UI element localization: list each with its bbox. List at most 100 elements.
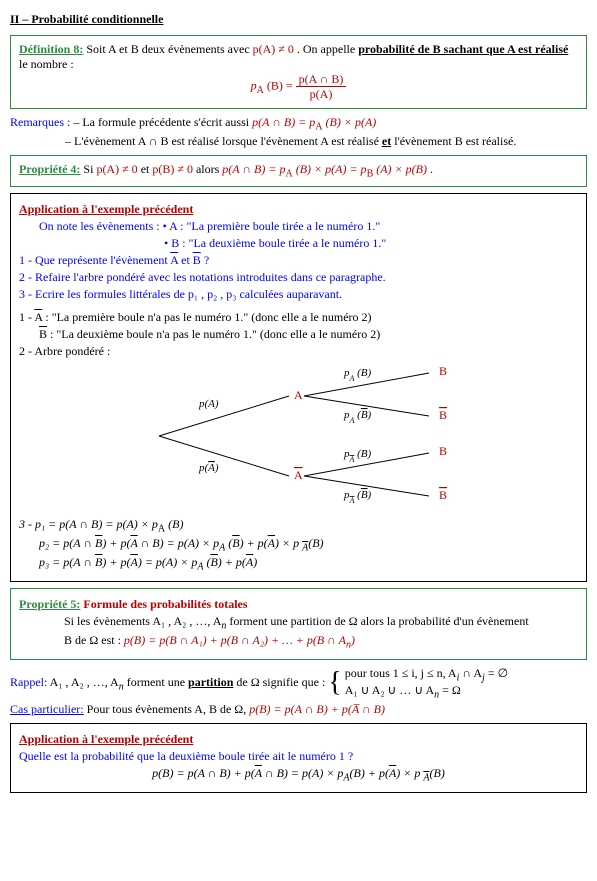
app1-eventB: • B : "La deuxième boule tirée a le numé…: [164, 236, 578, 251]
tree-diagram: A A B B B B p(A) p(A) pA (B) pA (B) pA (…: [19, 361, 578, 515]
p4m3b: (B) × p(A) = p: [293, 162, 367, 176]
rt3: de Ω signifie que :: [233, 675, 328, 689]
a32e: ) + p(: [240, 536, 268, 550]
p5l2e: ): [351, 633, 355, 647]
svg-text:B: B: [439, 444, 447, 458]
app1-label: Application à l'exemple précédent: [19, 202, 578, 217]
rb1c: = ∅: [485, 666, 508, 680]
a31e: (B): [165, 517, 183, 531]
f-den: p(A): [296, 87, 347, 101]
app2-q: Quelle est la probabilité que la deuxièm…: [19, 749, 578, 764]
svg-text:p(A): p(A): [198, 462, 219, 474]
svg-text:A: A: [294, 468, 303, 482]
rb1b: ∩ A: [459, 666, 482, 680]
p4t2: et: [141, 162, 153, 176]
prop5-label: Propriété 5:: [19, 597, 80, 611]
rem-l1s: A: [315, 121, 322, 132]
cptext: Pour tous évènements A, B de Ω,: [87, 702, 250, 716]
svg-text:B: B: [439, 408, 447, 422]
a33a: p₃ = p(A ∩: [39, 555, 95, 569]
rappel: Rappel: A₁ , A₂ , …, An forment une part…: [10, 666, 587, 701]
def8-bold: probabilité de B sachant que A est réali…: [358, 42, 568, 56]
am3: (B) + p(: [350, 766, 389, 780]
caspart-label: Cas particulier:: [10, 702, 84, 716]
a32b: ) + p(: [102, 536, 130, 550]
a31: 3 - p₁ = p(A ∩ B) = p(A) × p: [19, 517, 158, 531]
p5l1a: Si les évènements A₁ , A₂ , …, A: [64, 614, 221, 628]
p4m3a: p(A ∩ B) = p: [222, 162, 285, 176]
app1-a1A: 1 - A : "La première boule n'a pas le nu…: [19, 310, 578, 325]
app1-a1B: B : "La deuxième boule n'a pas le numéro…: [39, 327, 578, 342]
app1-q2: 2 - Refaire l'arbre pondéré avec les not…: [19, 270, 578, 285]
a33c: ) = p(A) × p: [138, 555, 198, 569]
app2-label: Application à l'exemple précédent: [19, 732, 578, 747]
prop4-label: Propriété 4:: [19, 162, 80, 176]
rb2: A₁ ∪ A₂ ∪ … ∪ A: [345, 683, 434, 697]
cas-particulier: Cas particulier: Pour tous évènements A,…: [10, 702, 587, 717]
p5l2a: B de Ω est :: [64, 633, 124, 647]
rb1: pour tous 1 ≤ i, j ≤ n, A: [345, 666, 457, 680]
property-5-box: Propriété 5: Formule des probabilités to…: [10, 588, 587, 660]
rem-l1a: – La formule précédente s'écrit aussi: [73, 115, 252, 129]
svg-text:B: B: [439, 488, 447, 502]
a32f: ) × p: [275, 536, 302, 550]
remarques-l2: – L'évènement A ∩ B est réalisé lorsque …: [65, 134, 587, 149]
a32a: p₂ = p(A ∩: [39, 536, 95, 550]
svg-text:pA (B): pA (B): [343, 367, 372, 383]
def8-math1: p(A) ≠ 0: [253, 42, 294, 56]
rt1: A₁ , A₂ , …, A: [50, 675, 119, 689]
rt2: forment une: [124, 675, 188, 689]
a33f: ): [253, 555, 257, 569]
svg-text:pA (B): pA (B): [343, 448, 372, 464]
application-1-box: Application à l'exemple précédent On not…: [10, 193, 587, 582]
definition-8-label: Définition 8:: [19, 42, 83, 56]
p4m2: p(B) ≠ 0: [152, 162, 193, 176]
svg-text:A: A: [294, 388, 303, 402]
am4: ) × p: [396, 766, 423, 780]
rb2e: = Ω: [439, 683, 461, 697]
rem-l2b: l'évènement B est réalisé.: [391, 134, 516, 148]
def8-text2: . On appelle: [297, 42, 358, 56]
rpart: partition: [188, 675, 233, 689]
p4m3c: (A) × p(B): [373, 162, 427, 176]
cpmath: p(B) = p(A ∩ B) + p(A̅ ∩ B): [249, 702, 385, 716]
p5l1b: forment une partition de Ω alors la prob…: [226, 614, 528, 628]
def8-formula: pA (B) = p(A ∩ B)p(A): [19, 72, 578, 102]
p4t1: Si: [83, 162, 96, 176]
svg-text:p(A): p(A): [198, 398, 219, 410]
f-sub: A: [257, 85, 264, 96]
p4dot: .: [427, 162, 433, 176]
f-mid: (B) =: [264, 79, 296, 93]
app1-a3-3: p₃ = p(A ∩ B) + p(A) = p(A) × pA (B) + p…: [39, 555, 578, 572]
a32c: ∩ B) = p(A) × p: [138, 536, 220, 550]
q1e: ?: [201, 253, 209, 267]
definition-8-box: Définition 8: Soit A et B deux évènement…: [10, 35, 587, 109]
app1-a3-2: p₂ = p(A ∩ B) + p(A ∩ B) = p(A) × pA (B)…: [39, 536, 578, 553]
prop5-title: Formule des probabilités totales: [83, 597, 247, 611]
a33e: ) + p(: [218, 555, 246, 569]
app1-q1: 1 - Que représente l'évènement A et B ?: [19, 253, 578, 268]
am5: (B): [430, 766, 445, 780]
def8-text3: le nombre :: [19, 57, 74, 71]
p4m1: p(A) ≠ 0: [96, 162, 137, 176]
app1-q3: 3 - Ecrire les formules littérales de p₁…: [19, 287, 578, 302]
q1et: et: [178, 253, 193, 267]
a1a: 1 -: [19, 310, 34, 324]
rem-l1m: p(A ∩ B) = p: [252, 115, 315, 129]
a1bt: : "La deuxième boule n'a pas le numéro 1…: [47, 327, 380, 341]
am2: ∩ B) = p(A) × p: [262, 766, 344, 780]
app1-onnote: On note les évènements : • A : "La premi…: [39, 219, 578, 234]
rem-l2a: – L'évènement A ∩ B est réalisé lorsque …: [65, 134, 382, 148]
remarques: Remarques : – La formule précédente s'éc…: [10, 115, 587, 132]
p5l2m: p(B) = p(B ∩ A₁) + p(B ∩ A₂) + … + p(B ∩…: [124, 633, 346, 647]
p4t3: alors: [196, 162, 222, 176]
p4sa: A: [285, 169, 292, 180]
svg-text:pA (B): pA (B): [343, 489, 372, 505]
am1: p(B) = p(A ∩ B) + p(: [152, 766, 255, 780]
app1-a3-1: 3 - p₁ = p(A ∩ B) = p(A) × pA (B): [19, 517, 578, 534]
rem-l1e: (B) × p(A): [323, 115, 377, 129]
app2-formula: p(B) = p(A ∩ B) + p(A ∩ B) = p(A) × pA(B…: [19, 766, 578, 783]
svg-text:B: B: [439, 364, 447, 378]
f-num: p(A ∩ B): [296, 72, 347, 87]
a32fe: (B): [308, 536, 323, 550]
